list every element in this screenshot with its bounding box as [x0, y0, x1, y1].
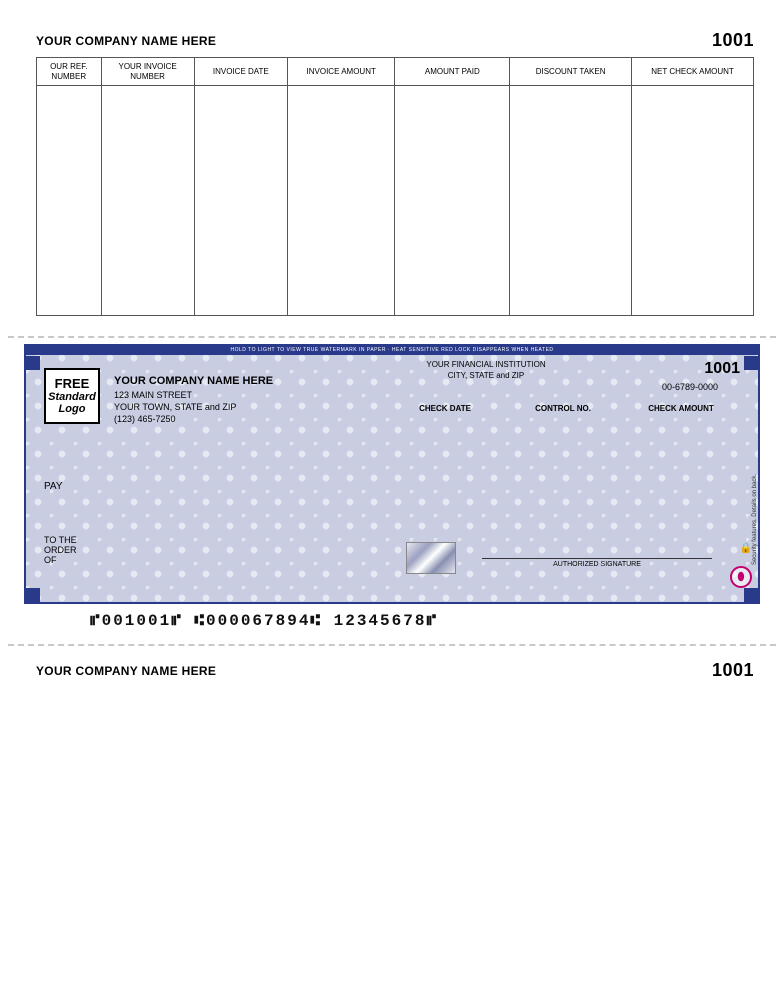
- logo-line2: Standard: [48, 391, 96, 403]
- perforation-line: [8, 336, 776, 338]
- corner-decoration: [744, 588, 758, 602]
- routing-fraction: 00-6789-0000: [662, 382, 718, 392]
- stub-cell: [632, 86, 754, 316]
- security-band: HOLD TO LIGHT TO VIEW TRUE WATERMARK IN …: [25, 345, 759, 355]
- logo-placeholder: FREE Standard Logo: [44, 368, 100, 424]
- order-of-label: TO THEORDEROF: [44, 536, 77, 566]
- stub-column-header: AMOUNT PAID: [395, 58, 510, 86]
- company-addr2: YOUR TOWN, STATE and ZIP: [114, 401, 273, 413]
- check-document: YOUR COMPANY NAME HERE 1001 OUR REF.NUMB…: [0, 0, 784, 1003]
- company-address-block: YOUR COMPANY NAME HERE 123 MAIN STREET Y…: [114, 374, 273, 425]
- label-check-date: CHECK DATE: [386, 404, 504, 413]
- corner-decoration: [26, 588, 40, 602]
- label-check-amount: CHECK AMOUNT: [622, 404, 740, 413]
- stub-cell: [194, 86, 287, 316]
- stub-top: YOUR COMPANY NAME HERE 1001 OUR REF.NUMB…: [36, 30, 754, 316]
- stub-bottom-check-number: 1001: [712, 660, 754, 681]
- stub-column-header: OUR REF.NUMBER: [37, 58, 102, 86]
- stub-column-header: NET CHECK AMOUNT: [632, 58, 754, 86]
- stub-cell: [287, 86, 395, 316]
- stub-cell: [510, 86, 632, 316]
- label-control-no: CONTROL NO.: [504, 404, 622, 413]
- perforation-line: [8, 644, 776, 646]
- stub-column-header: YOUR INVOICENUMBER: [101, 58, 194, 86]
- corner-decoration: [744, 356, 758, 370]
- stub-bottom-company: YOUR COMPANY NAME HERE: [36, 664, 216, 678]
- stub-cell: [395, 86, 510, 316]
- signature-line: AUTHORIZED SIGNATURE: [482, 558, 712, 568]
- stub-cell: [101, 86, 194, 316]
- bank-name: YOUR FINANCIAL INSTITUTION: [386, 360, 586, 371]
- pay-label: PAY: [44, 481, 63, 492]
- stub-top-company: YOUR COMPANY NAME HERE: [36, 34, 216, 48]
- bank-block: YOUR FINANCIAL INSTITUTION CITY, STATE a…: [386, 360, 586, 382]
- corner-decoration: [26, 356, 40, 370]
- logo-line3: Logo: [59, 403, 86, 415]
- check-panel: HOLD TO LIGHT TO VIEW TRUE WATERMARK IN …: [24, 344, 760, 604]
- bank-city: CITY, STATE and ZIP: [386, 371, 586, 382]
- security-side-text: Security features. Details on back.: [752, 474, 758, 565]
- company-phone: (123) 465-7250: [114, 413, 273, 425]
- stub-column-header: DISCOUNT TAKEN: [510, 58, 632, 86]
- stub-top-table: OUR REF.NUMBERYOUR INVOICENUMBERINVOICE …: [36, 57, 754, 316]
- company-addr1: 123 MAIN STREET: [114, 389, 273, 401]
- company-name: YOUR COMPANY NAME HERE: [114, 374, 273, 389]
- logo-line1: FREE: [55, 377, 90, 391]
- micr-line: ⑈001001⑈ ⑆000067894⑆ 12345678⑈: [90, 612, 438, 630]
- stub-bottom: YOUR COMPANY NAME HERE 1001: [36, 660, 754, 681]
- stub-column-header: INVOICE DATE: [194, 58, 287, 86]
- check-body: HOLD TO LIGHT TO VIEW TRUE WATERMARK IN …: [24, 344, 760, 604]
- stub-column-header: INVOICE AMOUNT: [287, 58, 395, 86]
- check-number: 1001: [704, 360, 740, 378]
- stub-top-header: YOUR COMPANY NAME HERE 1001: [36, 30, 754, 51]
- check-field-labels: CHECK DATE CONTROL NO. CHECK AMOUNT: [386, 404, 740, 413]
- stub-top-check-number: 1001: [712, 30, 754, 51]
- hologram-icon: [406, 542, 456, 574]
- stub-cell: [37, 86, 102, 316]
- padlock-icon: 🔒: [740, 543, 752, 554]
- security-seal-icon: ⬮: [730, 566, 752, 588]
